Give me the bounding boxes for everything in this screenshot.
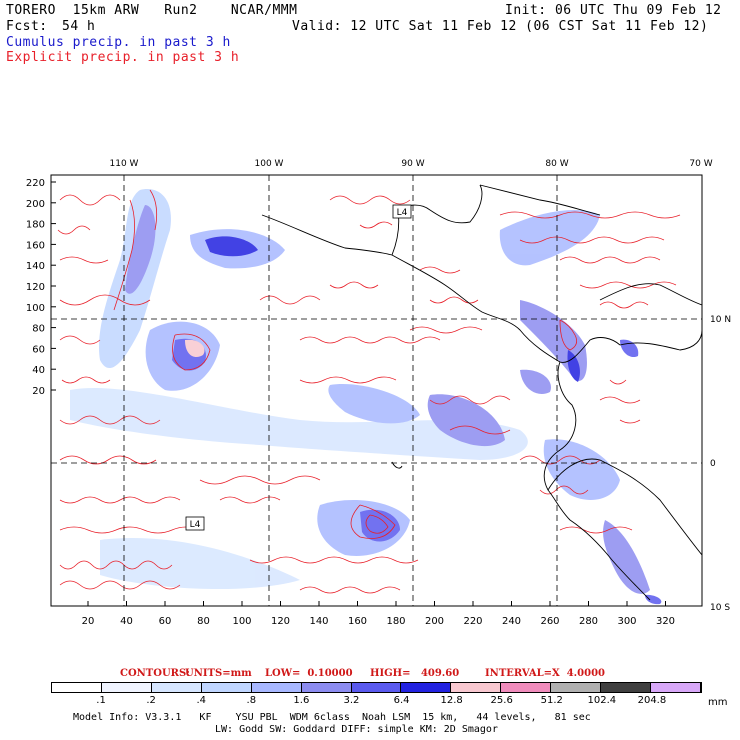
longitude-labels: 110 W 100 W 90 W 80 W 70 W	[110, 159, 713, 169]
legend-swatch	[451, 683, 502, 692]
legend-label: 6.4	[393, 695, 410, 706]
y-tick-label: 20	[32, 386, 45, 397]
field-explicit-label: Explicit precip. in past 3 h	[6, 50, 240, 65]
forecast-hours: 54 h	[62, 19, 96, 34]
cumulus-precip-shading	[70, 189, 662, 605]
x-tick-label: 240	[502, 616, 521, 627]
y-tick-label: 40	[32, 365, 45, 376]
x-tick-label: 100	[232, 616, 251, 627]
legend-swatch	[201, 683, 252, 692]
x-tick-label: 160	[348, 616, 367, 627]
contours-interval: INTERVAL=X 4.0000	[485, 668, 605, 679]
valid-time: Valid: 12 UTC Sat 11 Feb 12 (06 CST Sat …	[292, 19, 709, 34]
init-time: Init: 06 UTC Thu 09 Feb 12	[505, 3, 722, 18]
y-axis-ticks: 220 200 180 160 140 120 100 80 60 40 20	[26, 178, 56, 397]
precip-map: L4 L4 110 W 100 W 90 W 80 W 70 W 10 N 0 …	[26, 159, 731, 627]
contours-high: HIGH= 409.60	[370, 668, 460, 679]
legend-label: .8	[246, 695, 257, 706]
lat-lon-gridlines	[51, 175, 702, 606]
legend-swatch	[551, 683, 602, 692]
x-tick-label: 180	[386, 616, 405, 627]
legend-swatch	[651, 683, 701, 692]
legend-labels: .1 .2 .4 .8 1.6 3.2 6.4 12.8 25.6 51.2 102.4 204.8	[0, 695, 740, 707]
legend-swatch	[52, 683, 102, 692]
svg-text:70 W: 70 W	[689, 159, 712, 169]
y-tick-label: 100	[26, 303, 45, 314]
low-pressure-marker-1: L4	[392, 204, 412, 219]
x-tick-label: 260	[540, 616, 559, 627]
legend-label: .1	[96, 695, 106, 706]
low-pressure-marker-2: L4	[185, 516, 205, 531]
y-tick-label: 120	[26, 282, 45, 293]
field-cumulus-label: Cumulus precip. in past 3 h	[6, 35, 231, 50]
x-tick-label: 280	[579, 616, 598, 627]
x-tick-label: 80	[197, 616, 210, 627]
legend-swatch	[501, 683, 552, 692]
x-tick-label: 220	[463, 616, 482, 627]
x-tick-label: 300	[617, 616, 636, 627]
legend-unit: mm	[708, 697, 728, 708]
legend-swatch	[101, 683, 152, 692]
legend-label: 3.2	[343, 695, 360, 706]
contours-units: UNITS=mm	[185, 668, 252, 679]
x-tick-label: 120	[271, 616, 290, 627]
model-info: Model Info: V3.3.1 KF YSU PBL WDM 6class…	[73, 712, 591, 723]
svg-text:10 N: 10 N	[710, 315, 731, 325]
model-title: TORERO 15km ARW Run2 NCAR/MMM	[6, 3, 298, 18]
color-legend	[51, 682, 702, 693]
x-tick-label: 140	[309, 616, 328, 627]
x-tick-label: 20	[82, 616, 95, 627]
y-tick-label: 80	[32, 324, 45, 335]
legend-label: 102.4	[587, 695, 617, 706]
legend-label: .2	[146, 695, 156, 706]
x-tick-label: 40	[120, 616, 133, 627]
x-tick-label: 320	[656, 616, 675, 627]
physics-info: LW: Godd SW: Goddard DIFF: simple KM: 2D…	[215, 724, 498, 735]
legend-label: 12.8	[440, 695, 463, 706]
legend-swatch	[251, 683, 302, 692]
legend-label: 1.6	[293, 695, 310, 706]
legend-label: 51.2	[540, 695, 563, 706]
svg-text:L4: L4	[397, 208, 408, 218]
forecast-label: Fcst:	[6, 19, 48, 34]
x-tick-label: 200	[425, 616, 444, 627]
legend-swatch	[401, 683, 452, 692]
svg-text:0: 0	[710, 459, 716, 469]
latitude-labels: 10 N 0 10 S	[710, 315, 731, 613]
y-tick-label: 140	[26, 261, 45, 272]
legend-label: .4	[196, 695, 206, 706]
y-tick-label: 220	[26, 178, 45, 189]
legend-swatch	[601, 683, 652, 692]
y-tick-label: 200	[26, 199, 45, 210]
y-tick-label: 60	[32, 344, 45, 355]
legend-label: 25.6	[490, 695, 513, 706]
svg-text:80 W: 80 W	[545, 159, 568, 169]
legend-swatch	[151, 683, 202, 692]
legend-swatch	[301, 683, 352, 692]
contours-low: LOW= 0.10000	[265, 668, 353, 679]
legend-label: 204.8	[637, 695, 667, 706]
svg-text:10 S: 10 S	[710, 603, 730, 613]
y-tick-label: 180	[26, 220, 45, 231]
contours-label: CONTOURS:	[120, 668, 190, 679]
y-tick-label: 160	[26, 240, 45, 251]
x-axis-ticks: 20 40 60 80 100 120 140 160 180 200 220 240 260 280 30…	[82, 601, 675, 627]
x-tick-label: 60	[159, 616, 172, 627]
legend-swatch	[351, 683, 402, 692]
svg-text:100 W: 100 W	[255, 159, 284, 169]
explicit-precip-contours	[57, 189, 681, 594]
svg-text:90 W: 90 W	[401, 159, 424, 169]
svg-text:110 W: 110 W	[110, 159, 139, 169]
svg-text:L4: L4	[190, 520, 201, 530]
